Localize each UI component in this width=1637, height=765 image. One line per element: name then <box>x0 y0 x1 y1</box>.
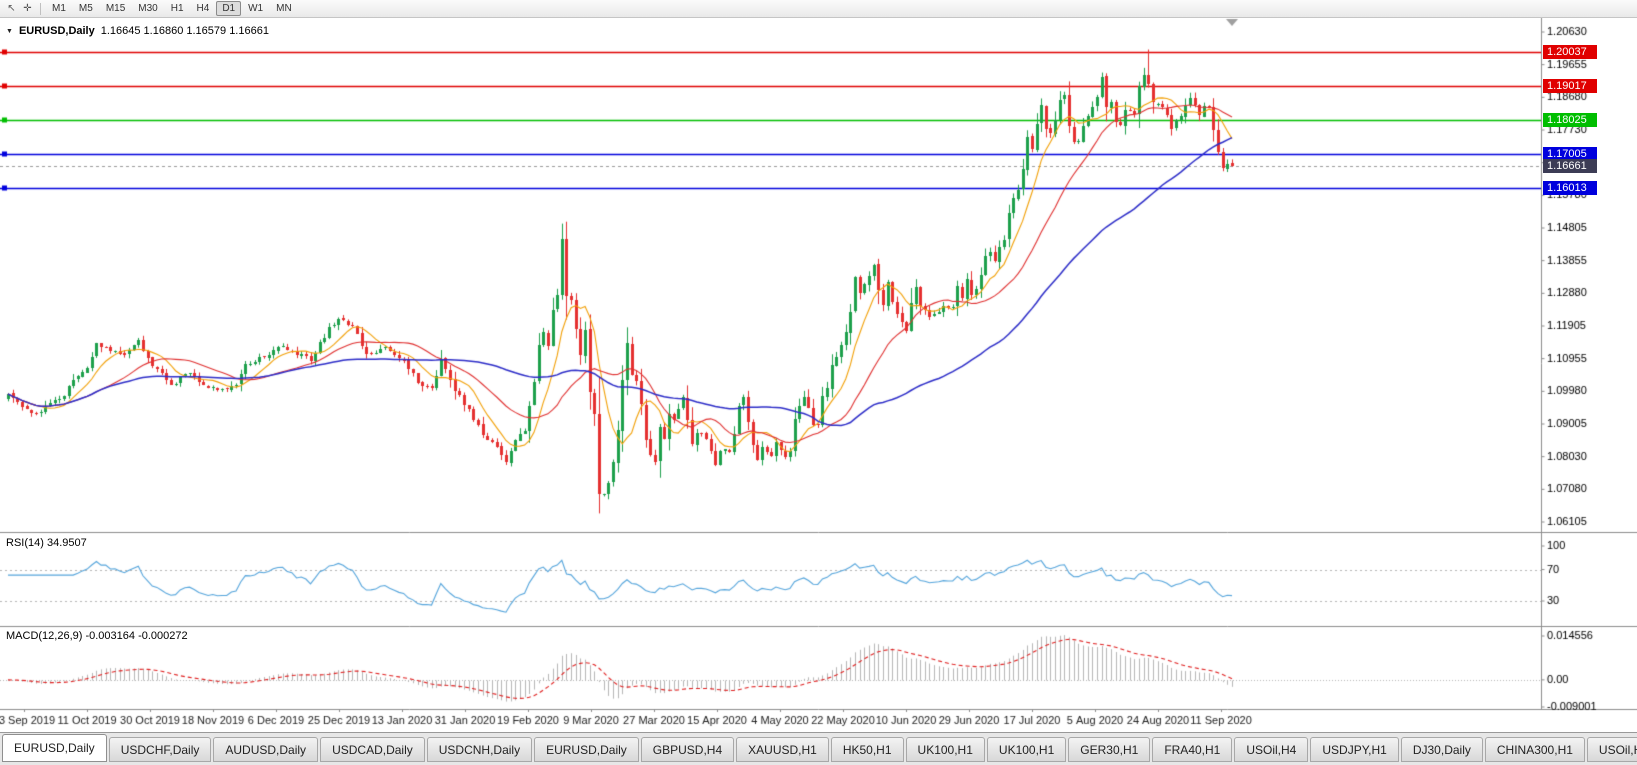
chart-tab-usdcad-daily[interactable]: USDCAD,Daily <box>320 737 425 762</box>
chart-tabs-bar: EURUSD,Daily USDCHF,Daily AUDUSD,Daily USDC… <box>0 732 1637 765</box>
timeframe-D1[interactable]: D1 <box>216 1 242 16</box>
timeframe-W1[interactable]: W1 <box>242 1 269 16</box>
chart-tab-fra40-h1[interactable]: FRA40,H1 <box>1152 737 1233 762</box>
chart-tab-audusd-daily[interactable]: AUDUSD,Daily <box>213 737 319 762</box>
timeframe-MN[interactable]: MN <box>270 1 298 16</box>
chart-window: ▼ EURUSD,Daily 1.16645 1.16860 1.16579 1… <box>0 18 1637 732</box>
chart-tab-eurusd-daily[interactable]: EURUSD,Daily <box>534 737 639 762</box>
timeframe-M5[interactable]: M5 <box>73 1 99 16</box>
price-chart-canvas[interactable] <box>0 18 1637 732</box>
timeframe-M15[interactable]: M15 <box>100 1 131 16</box>
toolbar-separator <box>40 2 41 15</box>
chart-tab-usoil-h4[interactable]: USOil,H4 <box>1234 737 1309 762</box>
chart-tab-eurusd-daily[interactable]: EURUSD,Daily <box>2 734 107 762</box>
timeframe-M30[interactable]: M30 <box>132 1 163 16</box>
chart-tab-gbpusd-h4[interactable]: GBPUSD,H4 <box>640 737 735 762</box>
chart-tab-uk100-h1[interactable]: UK100,H1 <box>905 737 985 762</box>
chart-tab-hk50-h1[interactable]: HK50,H1 <box>830 737 904 762</box>
chart-tab-usdjpy-h1[interactable]: USDJPY,H1 <box>1310 737 1399 762</box>
timeframe-group: M1 M5 M15 M30 H1 H4 D1 W1 MN <box>46 1 298 16</box>
chart-tab-ger30-h1[interactable]: GER30,H1 <box>1068 737 1151 762</box>
chart-tab-xauusd-h1[interactable]: XAUUSD,H1 <box>736 737 829 762</box>
chart-tab-china300-h1[interactable]: CHINA300,H1 <box>1484 737 1585 762</box>
chart-tab-dj30-daily[interactable]: DJ30,Daily <box>1400 737 1483 762</box>
timeframe-toolbar: ↖ ✛ M1 M5 M15 M30 H1 H4 D1 W1 MN <box>0 0 1637 18</box>
crosshair-icon[interactable]: ✛ <box>23 2 32 14</box>
cursor-icon[interactable]: ↖ <box>7 2 16 14</box>
timeframe-H4[interactable]: H4 <box>191 1 216 16</box>
chart-tab-uk100-h1[interactable]: UK100,H1 <box>986 737 1067 762</box>
chart-tab-usdcnh-daily[interactable]: USDCNH,Daily <box>426 737 533 762</box>
timeframe-H1[interactable]: H1 <box>165 1 190 16</box>
timeframe-M1[interactable]: M1 <box>46 1 72 16</box>
chart-tab-usoil-h1[interactable]: USOil,H1 <box>1586 737 1637 762</box>
chart-tab-usdchf-daily[interactable]: USDCHF,Daily <box>108 737 212 762</box>
